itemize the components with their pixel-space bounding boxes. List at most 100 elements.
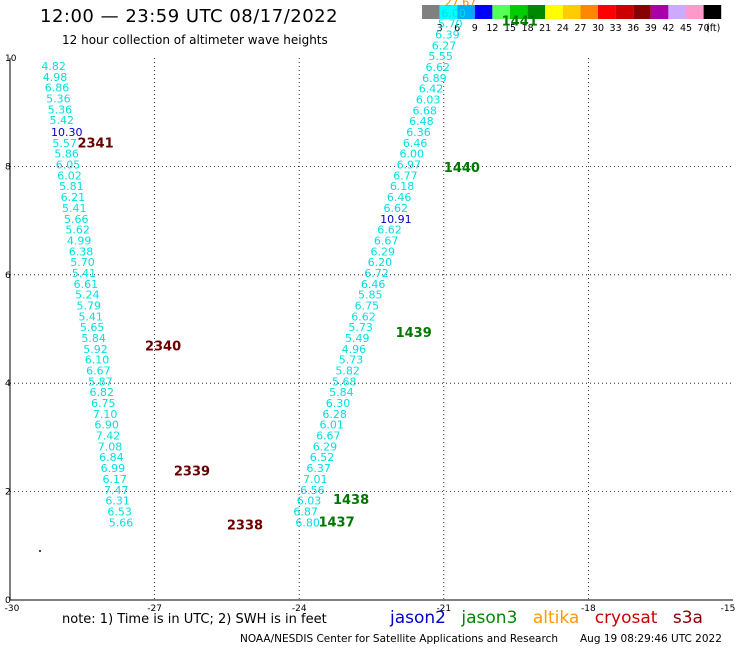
swh-label: 7.42 — [96, 430, 121, 443]
color-bin-label: 12 — [486, 23, 498, 34]
swh-label: 5.81 — [59, 180, 84, 193]
color-bin-label: 3 — [437, 23, 443, 34]
color-bin-label: 24 — [557, 23, 569, 34]
color-bin — [527, 5, 546, 19]
swh-label: 6.46 — [361, 278, 386, 291]
color-bin — [650, 5, 669, 19]
color-bin-label: 30 — [592, 23, 604, 34]
color-bin — [562, 5, 581, 19]
time-label: 1439 — [396, 326, 432, 341]
swh-label: 6.67 — [86, 365, 111, 378]
swh-label: 5.24 — [75, 289, 100, 302]
color-bin — [703, 5, 722, 19]
color-bin-label: 6 — [454, 23, 460, 34]
swh-label: 5.82 — [335, 365, 360, 378]
swh-label: 6.00 — [399, 148, 424, 161]
swh-label: 6.99 — [101, 462, 126, 475]
credit-line: NOAA/NESDIS Center for Satellite Applica… — [240, 633, 558, 645]
swh-label: 5.73 — [339, 354, 364, 367]
time-label: 2339 — [174, 464, 210, 479]
swh-label: 6.02 — [57, 169, 82, 182]
swh-label: 6.27 — [432, 39, 457, 52]
swh-label: 5.70 — [70, 256, 95, 269]
swh-label: 6.31 — [105, 495, 130, 508]
swh-label: 5.87 — [88, 375, 113, 388]
swh-label: 6.38 — [69, 245, 94, 258]
swh-label: 5.57 — [52, 137, 77, 150]
swh-label: 6.67 — [374, 234, 399, 247]
swh-label: 6.48 — [409, 115, 434, 128]
y-tick-label: 4 — [5, 379, 11, 389]
y-tick-label: 10 — [5, 54, 17, 64]
swh-label: 5.55 — [428, 50, 453, 63]
color-bin-label: 33 — [610, 23, 622, 34]
swh-label: 5.84 — [81, 332, 106, 345]
swh-label: 7.47 — [104, 484, 128, 497]
swh-label: 6.28 — [322, 408, 347, 421]
swh-label: 6.77 — [393, 169, 418, 182]
color-bin-label: 18 — [522, 23, 534, 34]
swh-label: 5.66 — [64, 213, 89, 226]
swh-label: 5.68 — [332, 375, 357, 388]
swh-label: 6.29 — [313, 440, 338, 453]
swh-label: 6.29 — [371, 245, 396, 258]
color-unit-label: (ft) — [706, 23, 720, 34]
color-bin-label: 45 — [680, 23, 692, 34]
color-bin — [686, 5, 704, 19]
time-label: 1440 — [444, 161, 480, 176]
swh-label: 5.66 — [109, 516, 134, 529]
swh-label: 6.62 — [384, 202, 409, 215]
time-label: 2340 — [145, 340, 181, 355]
x-tick-label: -30 — [5, 604, 20, 614]
satellite-legend: jason2 jason3 altika cryosat s3a — [390, 608, 713, 628]
color-bin-label: 36 — [627, 23, 639, 34]
swh-label: 5.92 — [83, 343, 108, 356]
swh-label: 6.10 — [85, 354, 110, 367]
swh-label: 6.42 — [419, 83, 444, 96]
swh-label: 7.08 — [98, 440, 123, 453]
swh-label: 6.89 — [422, 72, 447, 85]
swh-label: 4.96 — [342, 343, 367, 356]
swh-label: 27.67 — [445, 0, 477, 9]
swh-label: 6.17 — [103, 473, 128, 486]
color-bin-label: 15 — [504, 23, 516, 34]
swh-label: 6.18 — [390, 180, 415, 193]
swh-label: 5.42 — [50, 114, 75, 127]
stray-point — [39, 550, 41, 552]
swh-label: 5.41 — [72, 267, 97, 280]
color-bin — [510, 5, 528, 19]
swh-label: 5.73 — [348, 321, 373, 334]
swh-label: 10.30 — [51, 126, 83, 139]
swh-label: 4.82 — [41, 60, 66, 73]
swh-label: 6.75 — [355, 299, 380, 312]
swh-label: 5.86 — [54, 148, 79, 161]
swh-label: 5.85 — [358, 289, 383, 302]
swh-label: 6.80 — [295, 516, 320, 529]
swh-label: 6.56 — [300, 484, 325, 497]
swh-label: 6.46 — [387, 191, 412, 204]
swh-label: 5.36 — [48, 103, 73, 116]
x-tick-label: -27 — [147, 604, 162, 614]
x-tick-label: -21 — [436, 604, 451, 614]
color-bin-label: 21 — [539, 23, 551, 34]
generation-timestamp: Aug 19 08:29:46 UTC 2022 — [580, 633, 722, 645]
swh-label: 6.75 — [91, 397, 116, 410]
color-bin-label: 27 — [574, 23, 586, 34]
swh-label: 6.67 — [316, 430, 341, 443]
color-bin-label: 9 — [472, 23, 478, 34]
legend-jason2: jason2 — [390, 608, 446, 628]
time-label: 2338 — [227, 519, 263, 534]
x-tick-label: -15 — [721, 604, 736, 614]
swh-label: 6.84 — [99, 451, 124, 464]
swh-label: 4.99 — [67, 234, 92, 247]
swh-label: 6.86 — [45, 82, 69, 95]
y-tick-label: 0 — [5, 596, 11, 606]
swh-label: 4.98 — [43, 71, 68, 84]
color-bin — [668, 5, 686, 19]
x-tick-label: -18 — [581, 604, 596, 614]
color-bin-label: 70 — [698, 23, 710, 34]
swh-label: 6.62 — [351, 310, 376, 323]
color-bin-label: 42 — [662, 23, 674, 34]
color-bin — [439, 5, 458, 19]
swh-label: 6.37 — [306, 462, 331, 475]
